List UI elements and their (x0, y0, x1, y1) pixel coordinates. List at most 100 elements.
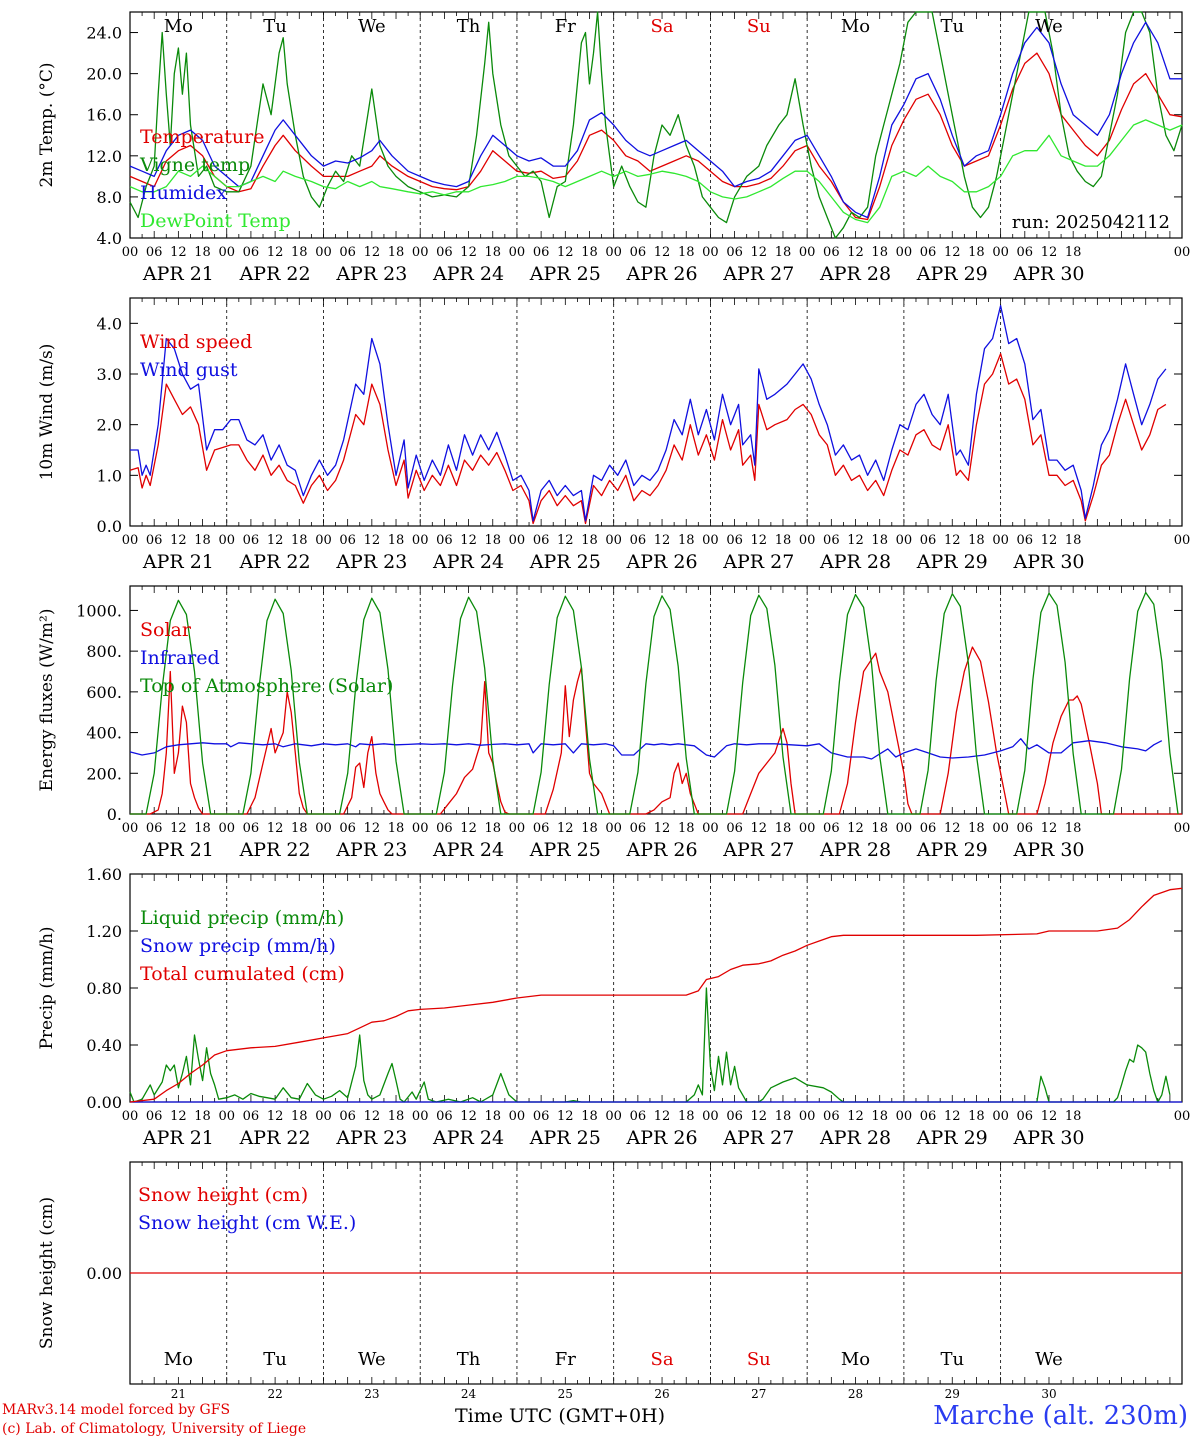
y-tick-label: 24.0 (86, 24, 122, 43)
hour-tick-label: 06 (339, 821, 356, 836)
hour-tick-label: 06 (436, 533, 453, 548)
date-label: APR 22 (239, 1127, 311, 1149)
date-label: APR 30 (1012, 263, 1084, 285)
hour-tick-label: 06 (726, 245, 743, 260)
hour-tick-label: 18 (581, 821, 598, 836)
panel-frame (129, 297, 1183, 527)
hour-tick-label: 00 (799, 245, 816, 260)
hour-tick-label: 12 (557, 533, 574, 548)
hour-tick-label: 00 (1174, 1109, 1191, 1124)
hour-tick-label: 06 (243, 821, 260, 836)
date-label: APR 23 (335, 1127, 407, 1149)
hour-tick-label: 18 (678, 821, 695, 836)
hour-tick-label: 06 (1017, 245, 1034, 260)
hour-tick-label: 12 (364, 245, 381, 260)
hour-tick-label: 18 (968, 245, 985, 260)
y-tick-label: 1.20 (86, 922, 122, 941)
date-label: APR 26 (626, 1127, 698, 1149)
date-label: APR 24 (432, 263, 504, 285)
hour-tick-label: 18 (581, 1109, 598, 1124)
day-name: Mo (841, 1349, 870, 1370)
hour-tick-label: 12 (267, 1109, 284, 1124)
hour-tick-label: 12 (751, 245, 768, 260)
hour-tick-label: 00 (605, 821, 622, 836)
hour-tick-label: 12 (170, 1109, 187, 1124)
hour-tick-label: 00 (992, 245, 1009, 260)
hour-tick-label: 18 (871, 821, 888, 836)
hour-tick-label: 06 (630, 533, 647, 548)
hour-tick-label: 00 (412, 821, 429, 836)
hour-tick-label: 06 (146, 821, 163, 836)
hour-tick-label: 00 (412, 245, 429, 260)
hour-tick-label: 18 (291, 533, 308, 548)
hour-tick-label: 06 (436, 821, 453, 836)
hour-tick-label: 00 (218, 821, 235, 836)
hour-tick-label: 12 (1041, 821, 1058, 836)
hour-tick-label: 00 (605, 1109, 622, 1124)
hour-tick-label: 06 (630, 1109, 647, 1124)
hour-tick-label: 06 (1017, 533, 1034, 548)
hour-tick-label: 18 (968, 821, 985, 836)
y-tick-label: 0. (107, 805, 122, 824)
hour-tick-label: 06 (920, 1109, 937, 1124)
day-name: Tu (263, 16, 287, 37)
hour-tick-label: 00 (315, 821, 332, 836)
hour-tick-label: 12 (654, 1109, 671, 1124)
hour-tick-label: 18 (775, 821, 792, 836)
date-label: APR 30 (1012, 839, 1084, 861)
hour-tick-label: 00 (1174, 821, 1191, 836)
hour-tick-label: 12 (267, 533, 284, 548)
date-label: APR 23 (335, 263, 407, 285)
hour-tick-label: 12 (944, 533, 961, 548)
date-label: APR 29 (916, 839, 988, 861)
series-line-1-3 (129, 21, 1182, 219)
day-name: Fr (555, 1349, 576, 1370)
y-tick-label: 8.0 (97, 188, 122, 207)
hour-tick-label: 18 (968, 533, 985, 548)
hour-tick-label: 18 (1065, 1109, 1082, 1124)
hour-tick-label: 00 (605, 533, 622, 548)
hour-tick-label: 12 (557, 1109, 574, 1124)
series-line-1-4 (129, 119, 1183, 224)
hour-tick-label: 12 (847, 533, 864, 548)
legend-entry: Liquid precip (mm/h) (140, 907, 344, 929)
day-number-label: 24 (461, 1387, 477, 1401)
hour-tick-label: 06 (339, 245, 356, 260)
date-label: APR 23 (335, 551, 407, 573)
date-label: APR 29 (916, 551, 988, 573)
date-label: APR 23 (335, 839, 407, 861)
date-label: APR 25 (529, 839, 601, 861)
hour-tick-label: 18 (484, 245, 501, 260)
date-label: APR 27 (722, 551, 794, 573)
day-name: Tu (940, 1349, 964, 1370)
hour-tick-label: 12 (557, 245, 574, 260)
hour-tick-label: 12 (944, 821, 961, 836)
hour-tick-label: 12 (364, 1109, 381, 1124)
hour-tick-label: 18 (194, 533, 211, 548)
hour-tick-label: 06 (726, 1109, 743, 1124)
hour-tick-label: 18 (678, 1109, 695, 1124)
date-label: APR 27 (722, 263, 794, 285)
date-label: APR 28 (819, 551, 891, 573)
hour-tick-label: 18 (388, 533, 405, 548)
hour-tick-label: 00 (605, 245, 622, 260)
hour-tick-label: 06 (146, 533, 163, 548)
panel-frame (129, 585, 1183, 815)
y-axis-title: Snow height (cm) (37, 1197, 57, 1349)
hour-tick-label: 12 (944, 245, 961, 260)
hour-tick-label: 06 (533, 245, 550, 260)
date-label: APR 22 (239, 551, 311, 573)
y-tick-label: 20.0 (86, 65, 122, 84)
date-label: APR 22 (239, 263, 311, 285)
hour-tick-label: 00 (315, 245, 332, 260)
hour-tick-label: 00 (315, 533, 332, 548)
day-name: Su (747, 1349, 771, 1370)
hour-tick-label: 18 (388, 1109, 405, 1124)
legend-entry: Solar (140, 619, 192, 641)
day-name: Sa (651, 1349, 674, 1370)
date-label: APR 29 (916, 263, 988, 285)
series-line-4-3 (129, 887, 1183, 1103)
hour-tick-label: 06 (920, 245, 937, 260)
hour-tick-label: 18 (291, 821, 308, 836)
hour-tick-label: 12 (847, 1109, 864, 1124)
